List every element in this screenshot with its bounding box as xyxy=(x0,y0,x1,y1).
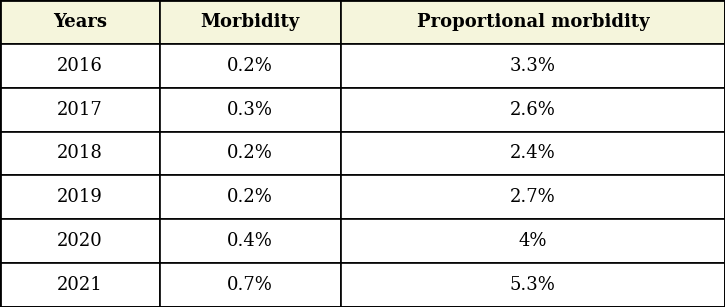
Bar xyxy=(160,0,341,44)
Text: 2020: 2020 xyxy=(57,232,103,250)
Text: 2.6%: 2.6% xyxy=(510,101,556,119)
Bar xyxy=(341,132,725,175)
Bar xyxy=(341,44,725,88)
Text: 2021: 2021 xyxy=(57,276,103,294)
Text: 0.4%: 0.4% xyxy=(227,232,273,250)
Text: 2.4%: 2.4% xyxy=(510,145,556,162)
Text: 0.3%: 0.3% xyxy=(227,101,273,119)
Bar xyxy=(341,219,725,263)
Bar xyxy=(341,263,725,307)
Text: Morbidity: Morbidity xyxy=(201,13,299,31)
Text: 3.3%: 3.3% xyxy=(510,57,556,75)
Bar xyxy=(160,263,341,307)
Text: 0.2%: 0.2% xyxy=(227,188,273,206)
Text: 2.7%: 2.7% xyxy=(510,188,556,206)
Text: Years: Years xyxy=(53,13,107,31)
Text: 2017: 2017 xyxy=(57,101,103,119)
Bar xyxy=(341,0,725,44)
Bar xyxy=(0,44,160,88)
Text: Proportional morbidity: Proportional morbidity xyxy=(417,13,649,31)
Text: 4%: 4% xyxy=(518,232,547,250)
Bar xyxy=(0,263,160,307)
Text: 5.3%: 5.3% xyxy=(510,276,556,294)
Bar xyxy=(0,175,160,219)
Bar xyxy=(160,219,341,263)
Text: 2019: 2019 xyxy=(57,188,103,206)
Bar xyxy=(0,219,160,263)
Bar xyxy=(0,88,160,132)
Bar xyxy=(160,88,341,132)
Bar xyxy=(341,88,725,132)
Bar xyxy=(160,175,341,219)
Bar xyxy=(0,132,160,175)
Text: 0.2%: 0.2% xyxy=(227,145,273,162)
Text: 2018: 2018 xyxy=(57,145,103,162)
Text: 0.2%: 0.2% xyxy=(227,57,273,75)
Bar xyxy=(0,0,160,44)
Bar xyxy=(341,175,725,219)
Text: 0.7%: 0.7% xyxy=(227,276,273,294)
Bar xyxy=(160,132,341,175)
Text: 2016: 2016 xyxy=(57,57,103,75)
Bar xyxy=(160,44,341,88)
